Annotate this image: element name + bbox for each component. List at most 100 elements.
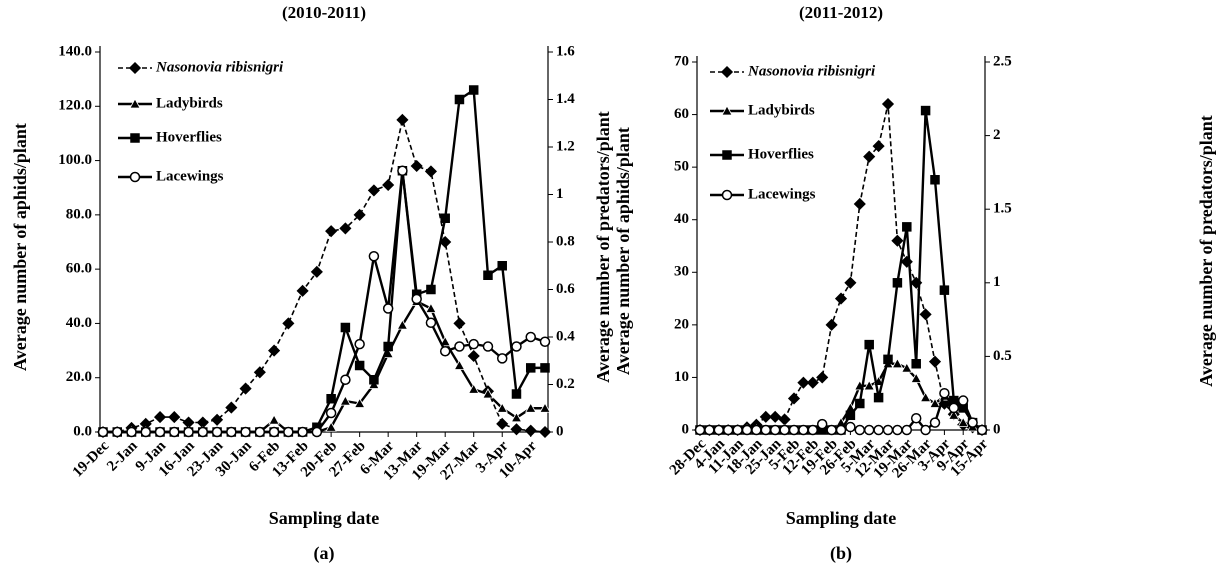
y2-tick-label: 1.6 xyxy=(556,43,575,59)
data-point xyxy=(807,424,819,436)
data-point xyxy=(825,318,838,331)
y-tick-label: 10 xyxy=(674,369,689,385)
data-point xyxy=(353,397,366,408)
data-point xyxy=(863,150,876,163)
data-point xyxy=(873,424,884,436)
y-tick-label: 120.0 xyxy=(58,98,92,114)
data-point xyxy=(929,397,941,408)
data-point xyxy=(339,395,352,406)
data-point xyxy=(282,317,295,330)
series-line xyxy=(700,103,983,431)
data-point xyxy=(426,284,436,295)
data-point xyxy=(211,413,224,426)
data-point xyxy=(525,363,536,373)
data-point xyxy=(226,426,237,438)
data-point xyxy=(169,426,180,438)
x-tick-label: 2-Jan xyxy=(104,437,141,474)
data-point xyxy=(787,392,801,405)
data-point xyxy=(910,372,922,383)
data-point xyxy=(453,359,466,370)
data-point xyxy=(467,349,480,363)
data-point xyxy=(325,225,338,238)
data-point xyxy=(397,165,408,176)
data-point xyxy=(902,222,912,232)
data-point xyxy=(928,355,942,368)
data-point xyxy=(957,416,969,428)
data-point xyxy=(882,424,894,436)
data-point xyxy=(769,410,782,423)
data-point xyxy=(196,416,209,429)
data-point xyxy=(883,354,893,365)
y-tick-label: 70 xyxy=(674,53,689,69)
data-point xyxy=(976,424,988,436)
data-point xyxy=(325,421,337,432)
data-point xyxy=(892,278,903,288)
data-point xyxy=(382,303,394,314)
data-point xyxy=(310,265,323,278)
data-point xyxy=(863,380,875,391)
caption: (a) xyxy=(314,543,335,564)
data-point xyxy=(760,424,772,436)
data-point xyxy=(919,308,932,321)
data-point xyxy=(311,426,323,438)
y2-tick-label: 1 xyxy=(556,186,564,202)
data-point xyxy=(797,376,810,389)
data-point xyxy=(919,391,932,403)
data-point xyxy=(510,411,523,423)
data-point xyxy=(354,338,365,350)
data-point xyxy=(845,410,856,421)
y-tick-label: 0 xyxy=(682,421,690,437)
data-point xyxy=(424,165,437,178)
data-point xyxy=(468,338,479,350)
legend-marker xyxy=(129,98,141,109)
data-point xyxy=(539,336,551,347)
data-point xyxy=(168,411,181,424)
y2-tick-label: 0 xyxy=(993,421,1001,437)
data-point xyxy=(910,412,922,424)
data-point xyxy=(211,426,223,438)
data-point xyxy=(454,341,465,352)
y2-tick-label: 0.4 xyxy=(556,328,575,344)
data-point xyxy=(741,424,753,436)
data-point xyxy=(920,105,931,116)
data-point xyxy=(240,426,251,438)
data-point xyxy=(283,426,294,438)
y2-tick-label: 1 xyxy=(993,274,1001,290)
data-point xyxy=(722,424,734,436)
y-tick-label: 60.0 xyxy=(66,261,92,277)
data-point xyxy=(482,341,494,352)
data-point xyxy=(864,339,874,350)
legend-marker xyxy=(721,189,733,201)
y-tick-label: 60 xyxy=(674,106,689,122)
data-point xyxy=(468,85,479,95)
data-point xyxy=(798,424,809,436)
data-point xyxy=(126,426,137,438)
data-point xyxy=(268,414,280,425)
data-point xyxy=(496,402,508,413)
legend-label: Nasonovia ribisnigri xyxy=(747,63,876,79)
data-point xyxy=(297,426,308,438)
data-point xyxy=(911,359,921,369)
data-point xyxy=(140,426,152,438)
data-point xyxy=(826,424,837,436)
data-point xyxy=(497,261,507,271)
data-point xyxy=(713,424,725,436)
data-point xyxy=(340,374,351,385)
data-point xyxy=(183,426,194,438)
y2-tick-label: 1.5 xyxy=(993,201,1012,217)
y-axis-title: Average number of aphids/plant xyxy=(613,127,633,375)
data-point xyxy=(732,424,743,436)
data-point xyxy=(779,424,790,436)
legend-marker xyxy=(722,150,732,160)
data-point xyxy=(929,417,941,428)
chart-title: (2011-2012) xyxy=(799,3,883,22)
legend-label: Lacewings xyxy=(156,168,224,184)
data-point xyxy=(844,276,857,289)
data-point xyxy=(891,234,904,247)
data-point xyxy=(540,363,550,373)
data-point xyxy=(453,317,466,330)
data-point xyxy=(901,362,913,373)
y-tick-label: 20 xyxy=(674,316,689,332)
y-tick-label: 100.0 xyxy=(58,152,92,168)
data-point xyxy=(353,208,366,221)
